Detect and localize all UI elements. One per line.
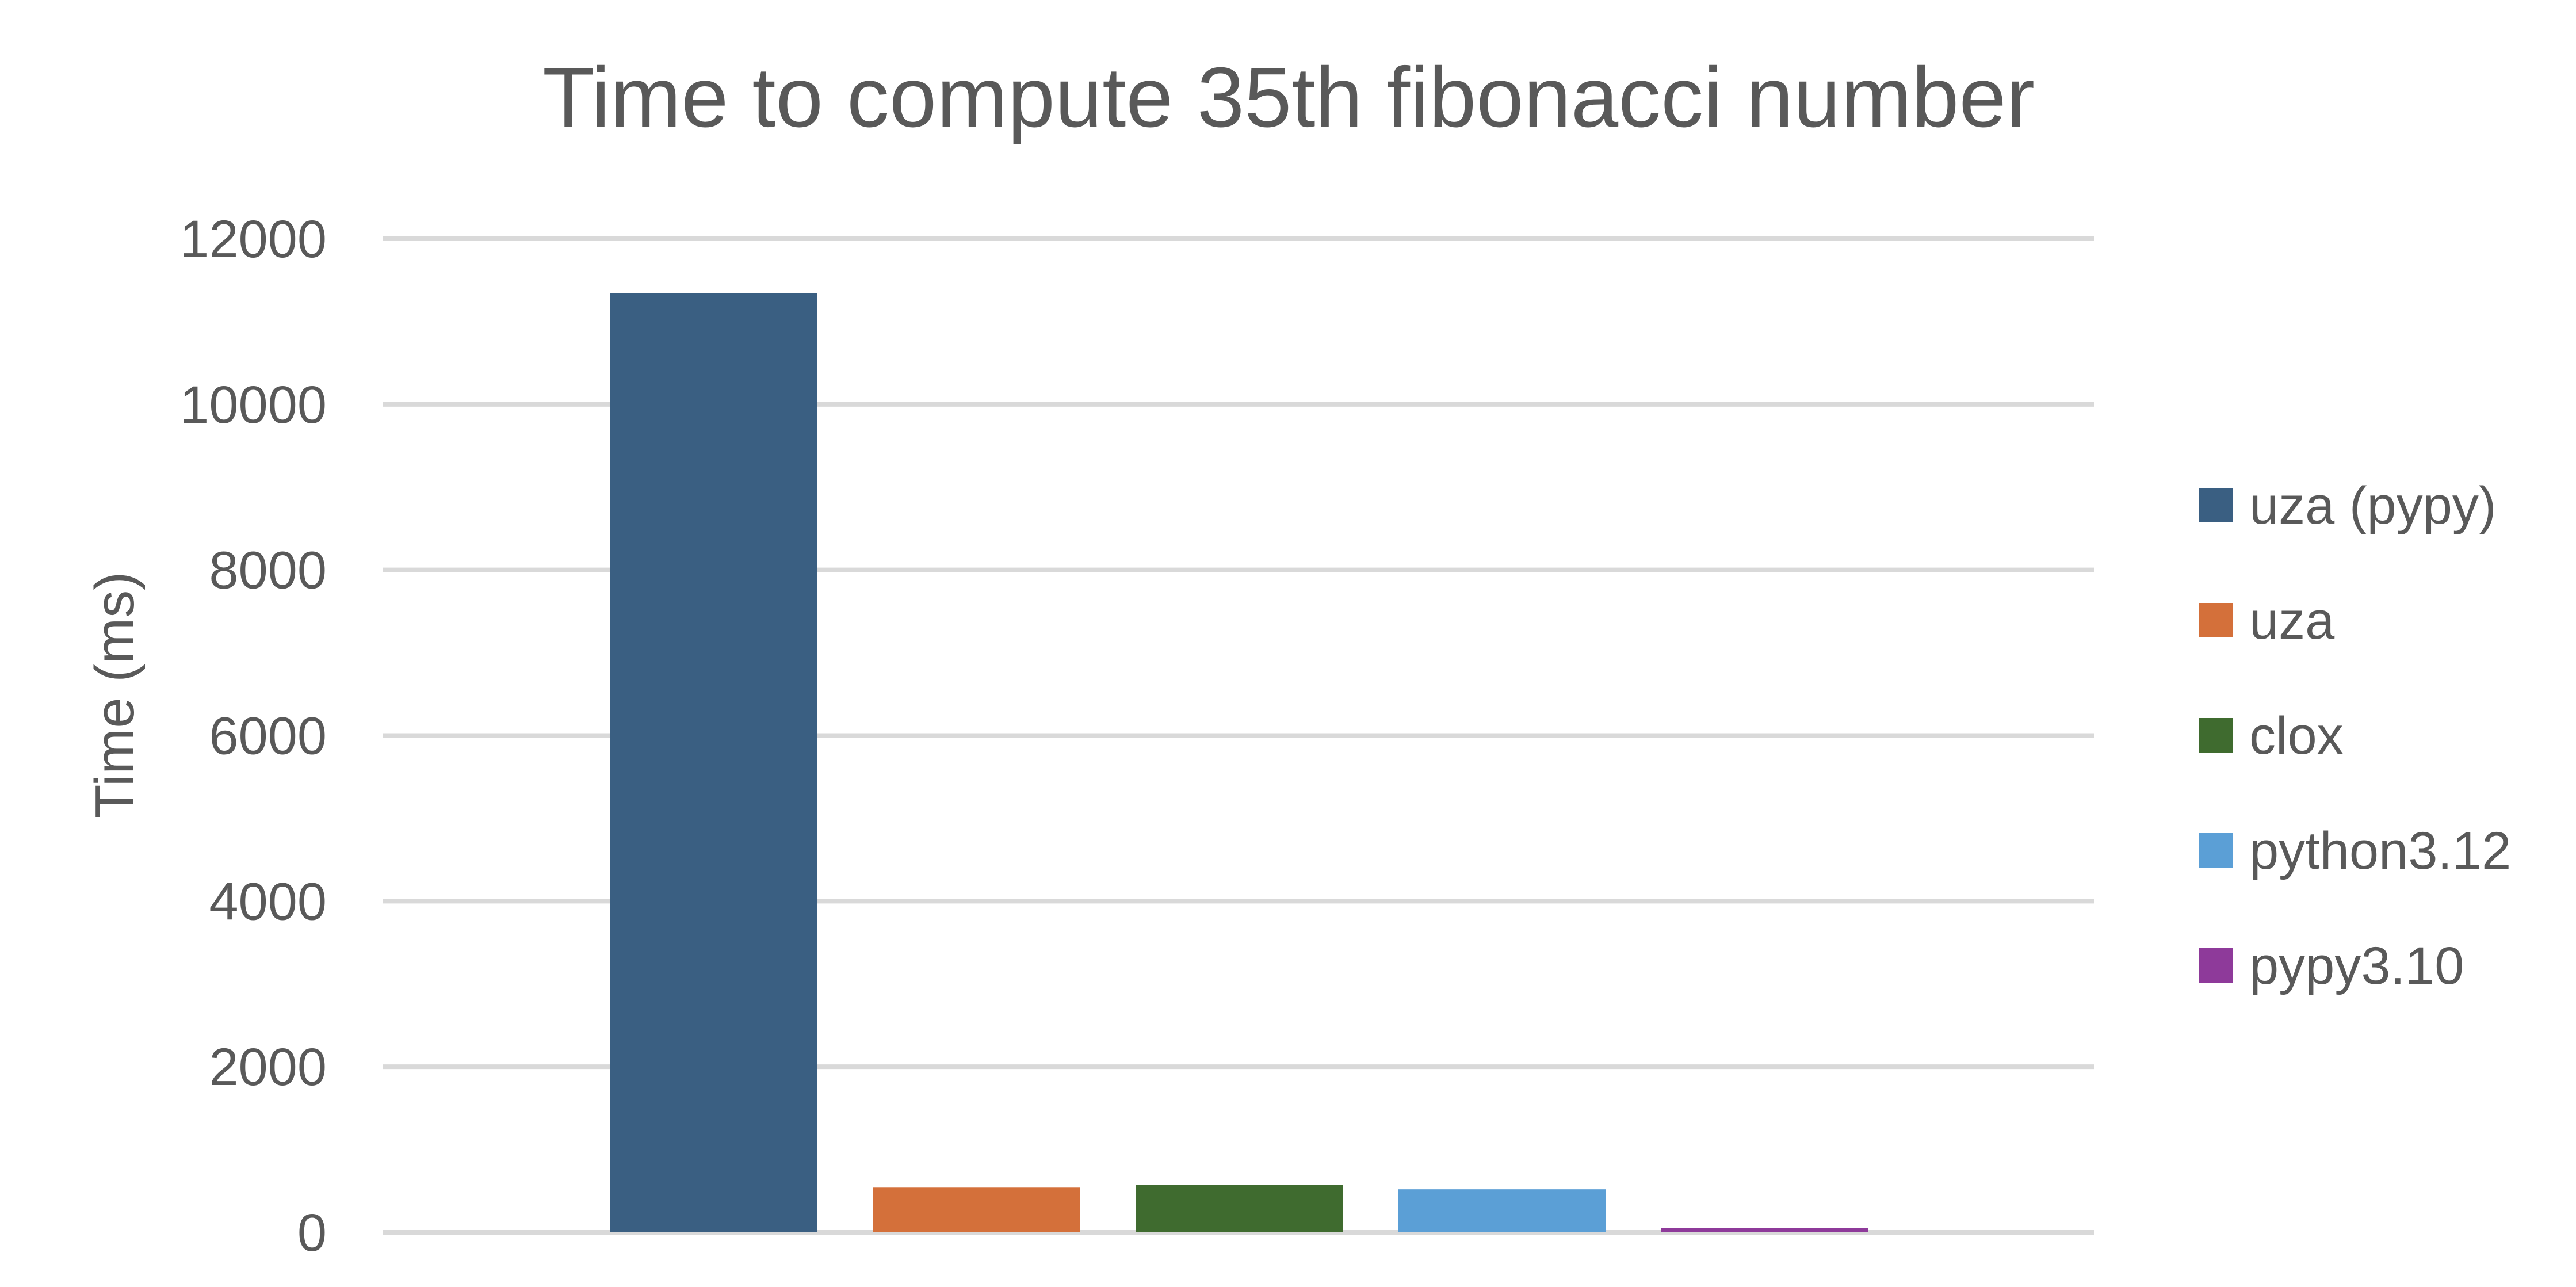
legend-item: clox — [2199, 706, 2344, 765]
bar-uza — [873, 1187, 1080, 1232]
legend-item: pypy3.10 — [2199, 937, 2464, 995]
y-tick-label: 0 — [297, 1204, 327, 1262]
legend-swatch — [2199, 833, 2233, 868]
bar-uza-pypy — [610, 293, 817, 1232]
y-tick-label: 8000 — [209, 541, 327, 600]
legend-swatch — [2199, 718, 2233, 753]
bar-pypy3-10 — [1661, 1228, 1868, 1232]
y-tick-label: 4000 — [209, 872, 327, 931]
legend-swatch — [2199, 488, 2233, 522]
legend-swatch — [2199, 603, 2233, 637]
legend-label: uza — [2249, 591, 2335, 650]
y-tick-label: 10000 — [179, 376, 327, 434]
legend-label: python3.12 — [2249, 822, 2511, 880]
legend-label: uza (pypy) — [2249, 476, 2497, 535]
y-tick-label: 2000 — [209, 1038, 327, 1097]
chart-title: Time to compute 35th fibonacci number — [542, 50, 2035, 145]
bar-python3-12 — [1398, 1189, 1606, 1232]
y-tick-label: 12000 — [179, 210, 327, 269]
bar-clox — [1136, 1185, 1343, 1232]
y-tick-label: 6000 — [209, 707, 327, 766]
legend-item: uza (pypy) — [2199, 476, 2497, 535]
y-axis-label: Time (ms) — [84, 572, 146, 818]
y-axis-ticks: 0 2000 4000 6000 8000 10000 12000 — [179, 210, 327, 1262]
legend-label: pypy3.10 — [2249, 937, 2464, 995]
legend-item: python3.12 — [2199, 822, 2511, 880]
legend-item: uza — [2199, 591, 2335, 650]
bars — [610, 293, 1868, 1232]
legend: uza (pypy) uza clox python3.12 pypy3.10 — [2199, 476, 2511, 995]
legend-label: clox — [2249, 706, 2344, 765]
legend-swatch — [2199, 948, 2233, 983]
